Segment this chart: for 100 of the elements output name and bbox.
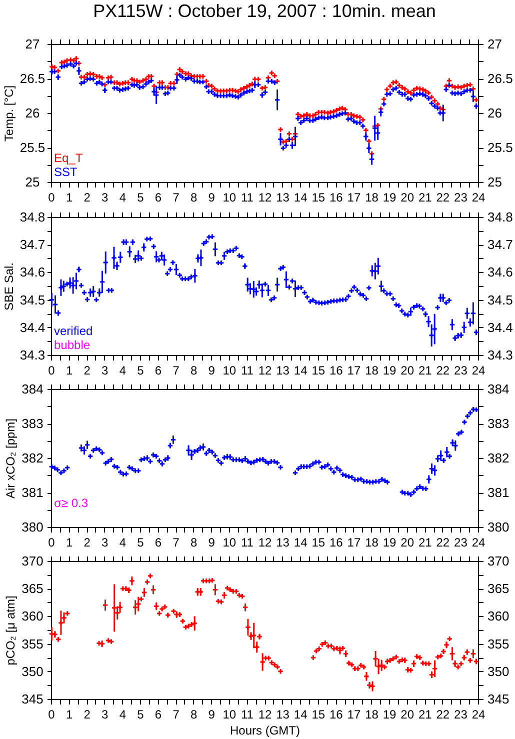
x-tick-label: 19 xyxy=(382,536,397,550)
x-tick-label: 20 xyxy=(400,364,414,378)
y-tick-label: 34.4 xyxy=(20,320,46,335)
y-tick-label: 384 xyxy=(22,382,44,396)
x-tick-label: 5 xyxy=(137,708,144,722)
x-tick-label: 13 xyxy=(276,190,290,204)
x-tick-label: 2 xyxy=(84,190,91,204)
x-tick-label: 22 xyxy=(436,190,450,204)
y-tick-label: 365 xyxy=(22,581,44,596)
x-tick-label: 23 xyxy=(454,708,468,722)
y-tick-label: 345 xyxy=(22,692,44,706)
x-tick-label: 4 xyxy=(119,190,126,204)
x-tick-label: 0 xyxy=(48,708,56,722)
x-tick-label: 14 xyxy=(294,708,308,722)
y2-tick-label: 350 xyxy=(488,664,510,679)
x-tick-label: 7 xyxy=(172,536,180,550)
x-tick-label: 21 xyxy=(418,708,432,722)
x-tick-label: 13 xyxy=(276,364,290,378)
text: Eq_T xyxy=(54,151,84,165)
x-tick-label: 9 xyxy=(208,536,216,550)
x-tick-label: 22 xyxy=(436,364,450,378)
x-tick-label: 14 xyxy=(294,536,308,550)
y-tick-label: 26 xyxy=(25,106,40,120)
x-tick-label: 13 xyxy=(276,708,290,722)
x-tick-label: 18 xyxy=(365,536,379,550)
y-tick-label: 34.6 xyxy=(20,264,46,280)
x-tick-label: 17 xyxy=(347,190,361,204)
x-tick-label: 24 xyxy=(472,364,486,378)
x-tick-label: 24 xyxy=(472,708,486,722)
x-tick-label: 22 xyxy=(436,536,450,550)
y-tick-label: 27 xyxy=(25,36,40,52)
y2-tick-label: 25 xyxy=(488,174,502,190)
x-tick-label: 24 xyxy=(472,190,486,204)
y2-tick-label: 380 xyxy=(488,520,510,534)
legend-label: σ≥ 0.3 xyxy=(54,496,88,510)
x-tick-label: 21 xyxy=(418,190,432,204)
x-tick-label: 1 xyxy=(66,190,73,204)
x-tick-label: 15 xyxy=(312,536,326,550)
y2-tick-label: 27 xyxy=(488,36,502,52)
x-tick-label: 9 xyxy=(208,708,216,722)
y2-tick-label: 34.7 xyxy=(488,237,513,252)
x-tick-label: 15 xyxy=(312,190,326,204)
x-tick-label: 13 xyxy=(276,536,290,550)
y-tick-label: 34.8 xyxy=(20,210,46,224)
x-tick-label: 4 xyxy=(119,364,126,378)
x-tick-label: 8 xyxy=(190,708,198,722)
x-tick-label: 11 xyxy=(240,190,254,204)
x-tick-label: 16 xyxy=(329,364,344,378)
y2-tick-label: 384 xyxy=(488,382,510,396)
y2-tick-label: 365 xyxy=(488,581,510,596)
x-tick-label: 9 xyxy=(208,190,216,204)
x-tick-label: 3 xyxy=(102,536,109,550)
x-tick-label: 0 xyxy=(48,364,56,378)
x-tick-label: 10 xyxy=(222,536,236,550)
x-tick-label: 16 xyxy=(329,190,344,204)
x-tick-label: 1 xyxy=(66,708,73,722)
x-tick-label: 5 xyxy=(137,190,144,204)
x-tick-label: 21 xyxy=(418,364,432,378)
y2-tick-label: 26 xyxy=(488,106,502,120)
y2-tick-label: 34.3 xyxy=(488,348,513,362)
x-tick-label: 9 xyxy=(208,364,216,378)
y2-tick-label: 26.5 xyxy=(488,71,513,86)
y-tick-label: 34.3 xyxy=(20,348,46,362)
y-tick-label: 34.5 xyxy=(20,292,46,308)
y-tick-label: 355 xyxy=(22,636,44,652)
x-tick-label: 11 xyxy=(240,708,254,722)
x-tick-label: 12 xyxy=(258,536,272,550)
x-tick-label: 8 xyxy=(190,190,198,204)
y2-tick-label: 25.5 xyxy=(488,140,513,155)
x-tick-label: 14 xyxy=(294,190,308,204)
y-axis-title: Air xCO₂ [ppm] xyxy=(4,418,18,499)
y2-tick-label: 355 xyxy=(488,636,510,652)
x-tick-label: 14 xyxy=(294,364,308,378)
x-tick-label: 12 xyxy=(258,364,272,378)
x-tick-label: 18 xyxy=(365,364,379,378)
x-tick-label: 18 xyxy=(365,190,379,204)
y-tick-label: 34.7 xyxy=(20,237,46,252)
x-tick-label: 10 xyxy=(222,190,236,204)
x-tick-label: 24 xyxy=(472,536,486,550)
legend-label: bubble xyxy=(54,338,90,352)
y2-tick-label: 34.6 xyxy=(488,264,513,280)
x-tick-label: 5 xyxy=(137,364,144,378)
x-tick-label: 19 xyxy=(382,708,397,722)
y-tick-label: 25 xyxy=(25,174,40,190)
x-tick-label: 1 xyxy=(66,364,73,378)
y2-tick-label: 382 xyxy=(488,450,510,466)
x-tick-label: 4 xyxy=(119,536,126,550)
x-tick-label: 8 xyxy=(190,536,198,550)
x-tick-label: 20 xyxy=(400,536,414,550)
y-axis-title: pCO₂ [μ atm] xyxy=(4,596,18,666)
x-tick-label: 1 xyxy=(66,536,73,550)
y-tick-label: 360 xyxy=(22,608,44,624)
y2-tick-label: 381 xyxy=(488,485,510,500)
x-tick-label: 22 xyxy=(436,708,450,722)
y2-tick-label: 383 xyxy=(488,416,510,431)
y2-tick-label: 345 xyxy=(488,692,510,706)
y-tick-label: 370 xyxy=(22,554,44,568)
y2-tick-label: 370 xyxy=(488,554,510,568)
x-tick-label: 3 xyxy=(102,708,109,722)
y2-tick-label: 34.5 xyxy=(488,292,513,308)
